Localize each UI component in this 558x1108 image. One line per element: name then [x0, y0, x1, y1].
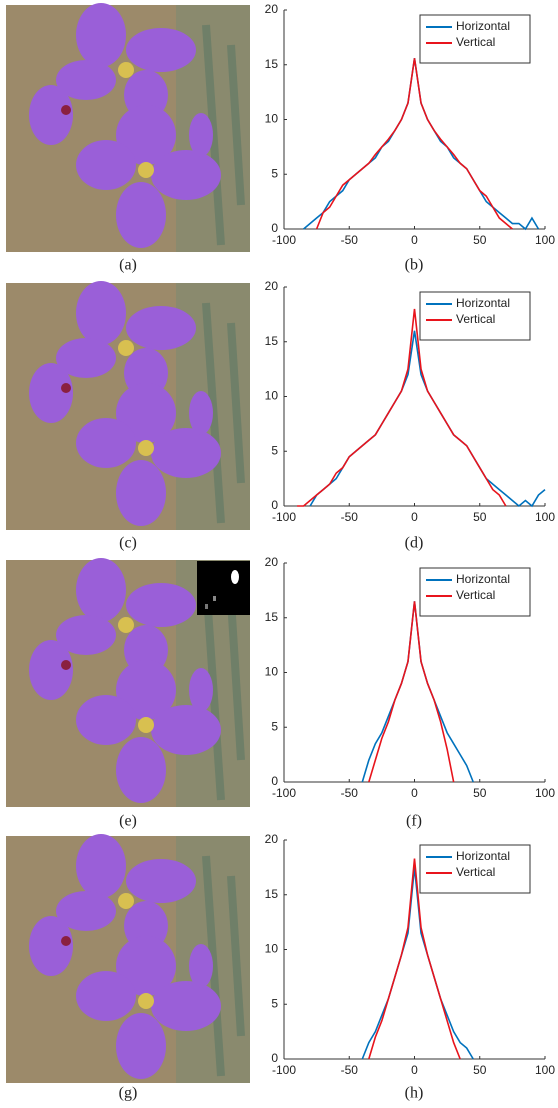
caption: (d): [405, 535, 424, 552]
data-line: [315, 58, 513, 230]
x-tick-label: -50: [341, 510, 359, 524]
legend-label: Vertical: [456, 865, 495, 879]
legend-box: [419, 291, 531, 341]
legend-label: Vertical: [456, 312, 495, 326]
caption: (f): [406, 813, 422, 830]
data-line: [309, 330, 546, 508]
y-tick-label: 0: [271, 498, 278, 512]
photo: [6, 3, 250, 252]
x-tick-label: -100: [272, 786, 296, 800]
y-tick-label: 15: [265, 887, 279, 901]
y-tick-label: 10: [265, 389, 279, 403]
inset: [197, 561, 250, 615]
legend-box: [419, 14, 531, 64]
x-tick-label: 100: [535, 510, 555, 524]
x-tick-label: 50: [473, 786, 487, 800]
x-tick-label: 50: [473, 233, 487, 247]
x-tick-label: -100: [272, 510, 296, 524]
x-tick-label: -50: [341, 233, 359, 247]
legend-box: [419, 567, 531, 617]
caption: (g): [119, 1085, 138, 1102]
photo: [6, 281, 250, 530]
x-tick-label: -50: [341, 786, 359, 800]
y-tick-label: 0: [271, 774, 278, 788]
y-tick-label: 5: [271, 166, 278, 180]
caption: (h): [405, 1085, 424, 1102]
legend-label: Horizontal: [456, 572, 510, 586]
caption: (a): [119, 257, 137, 274]
y-tick-label: 10: [265, 112, 279, 126]
y-tick-label: 15: [265, 334, 279, 348]
x-tick-label: 50: [473, 510, 487, 524]
y-tick-label: 20: [265, 2, 279, 16]
x-tick-label: 0: [411, 510, 418, 524]
caption: (e): [119, 813, 137, 830]
y-tick-label: 0: [271, 221, 278, 235]
x-tick-label: 100: [535, 1063, 555, 1077]
data-line: [368, 601, 455, 783]
y-tick-label: 20: [265, 555, 279, 569]
data-line: [297, 308, 507, 507]
y-tick-label: 15: [265, 57, 279, 71]
legend-label: Horizontal: [456, 19, 510, 33]
x-tick-label: 0: [411, 786, 418, 800]
data-line: [303, 58, 540, 231]
photo: [6, 834, 250, 1083]
x-tick-label: -50: [341, 1063, 359, 1077]
y-tick-label: 0: [271, 1051, 278, 1065]
caption: (c): [119, 535, 137, 552]
legend-box: [419, 844, 531, 894]
legend-label: Vertical: [456, 588, 495, 602]
y-tick-label: 10: [265, 942, 279, 956]
y-tick-label: 10: [265, 665, 279, 679]
y-tick-label: 15: [265, 610, 279, 624]
y-tick-label: 20: [265, 832, 279, 846]
x-tick-label: 0: [411, 1063, 418, 1077]
y-tick-label: 5: [271, 719, 278, 733]
legend-label: Horizontal: [456, 849, 510, 863]
legend-label: Vertical: [456, 35, 495, 49]
x-tick-label: -100: [272, 1063, 296, 1077]
y-tick-label: 20: [265, 279, 279, 293]
x-tick-label: 100: [535, 233, 555, 247]
x-tick-label: -100: [272, 233, 296, 247]
y-tick-label: 5: [271, 443, 278, 457]
caption: (b): [405, 257, 424, 274]
x-tick-label: 100: [535, 786, 555, 800]
y-tick-label: 5: [271, 996, 278, 1010]
x-tick-label: 0: [411, 233, 418, 247]
data-line: [368, 858, 461, 1060]
x-tick-label: 50: [473, 1063, 487, 1077]
legend-label: Horizontal: [456, 296, 510, 310]
